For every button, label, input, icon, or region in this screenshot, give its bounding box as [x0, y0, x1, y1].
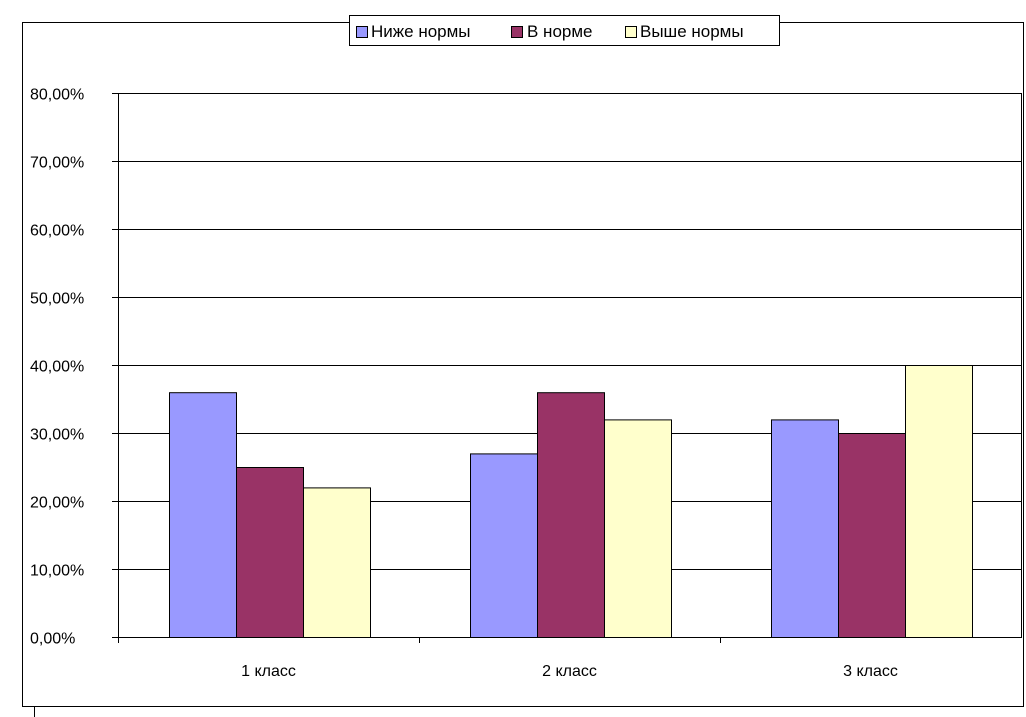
bar [604, 419, 672, 638]
y-tick-label: 40,00% [30, 359, 84, 376]
y-tick-label: 10,00% [30, 563, 84, 580]
legend-label-normal: В норме [527, 22, 593, 41]
y-tick-labels: 0,00% 10,00% 20,00% 30,00% 40,00% 50,00% 60,00… [30, 87, 84, 648]
bars [169, 365, 973, 639]
bar [169, 392, 237, 639]
y-tick-label: 80,00% [30, 87, 84, 104]
y-tick-label: 20,00% [30, 495, 84, 512]
bar [905, 365, 973, 638]
legend-swatch-above-norm [625, 26, 637, 38]
bar [838, 433, 906, 638]
y-tick-label: 60,00% [30, 223, 84, 240]
legend-box [349, 15, 780, 46]
y-tick-label: 50,00% [30, 291, 84, 308]
legend-label-above-norm: Выше нормы [640, 22, 744, 41]
bar [771, 419, 839, 638]
y-tick-label: 30,00% [30, 427, 84, 444]
legend-swatch-below-norm [356, 26, 368, 38]
bar [537, 392, 605, 639]
y-tick-label: 0,00% [30, 631, 75, 648]
category-label: 1 класс [241, 663, 296, 680]
bar [236, 467, 304, 638]
bar [303, 487, 371, 638]
y-tick-label: 70,00% [30, 155, 84, 172]
legend-label-below-norm: Ниже нормы [371, 22, 471, 41]
bar [470, 453, 538, 638]
legend: Ниже нормы В норме Выше нормы [349, 15, 780, 46]
category-label: 3 класс [843, 663, 898, 680]
category-labels: 1 класс 2 класс 3 класс [241, 663, 898, 680]
category-label: 2 класс [542, 663, 597, 680]
axes [112, 93, 1022, 643]
legend-swatch-normal [511, 26, 523, 38]
